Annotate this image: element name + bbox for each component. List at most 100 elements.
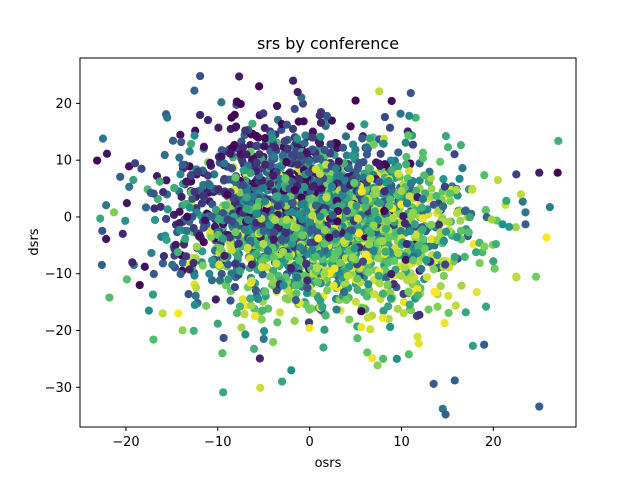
data-point (241, 330, 250, 339)
data-point (491, 239, 500, 249)
data-point (376, 149, 385, 158)
y-axis-label: dsrs (27, 228, 42, 255)
data-point (404, 131, 413, 140)
data-point (405, 111, 414, 120)
data-point (405, 300, 414, 309)
data-point (401, 138, 410, 147)
data-point (411, 113, 420, 122)
data-point (303, 283, 312, 293)
data-point (349, 152, 358, 161)
data-point (278, 151, 287, 160)
data-point (460, 252, 469, 261)
data-point (342, 151, 351, 160)
data-point (327, 182, 337, 191)
data-point (281, 174, 290, 183)
data-point (236, 99, 245, 109)
data-point (371, 189, 381, 198)
data-point (277, 377, 287, 386)
data-point (188, 194, 197, 203)
data-point (240, 225, 250, 234)
data-point (345, 315, 354, 324)
data-point (246, 301, 256, 310)
data-point (287, 264, 296, 273)
data-point (155, 177, 164, 186)
data-point (190, 131, 199, 140)
data-point (348, 253, 357, 262)
data-point (402, 199, 412, 208)
data-point (369, 221, 378, 230)
data-point (238, 295, 247, 304)
data-points (93, 71, 563, 419)
data-point (480, 340, 489, 349)
data-point (313, 278, 323, 287)
data-point (227, 113, 236, 122)
data-point (287, 366, 296, 375)
data-point (118, 229, 127, 238)
data-point (512, 170, 521, 179)
data-point (220, 159, 229, 168)
data-point (256, 383, 265, 392)
data-point (168, 136, 178, 145)
data-point (444, 308, 453, 318)
data-point (380, 112, 389, 122)
data-point (322, 193, 331, 202)
data-point (311, 201, 321, 210)
data-point (251, 286, 261, 295)
data-point (203, 116, 213, 125)
data-point (259, 334, 268, 344)
data-point (302, 148, 311, 157)
y-axis-ticks: −30 −20 −10 0 10 20 (45, 97, 80, 396)
data-point (301, 259, 311, 268)
data-point (438, 202, 448, 211)
data-point (178, 258, 187, 267)
data-point (316, 132, 325, 141)
data-point (441, 410, 450, 419)
data-point (334, 157, 343, 166)
x-axis-label: osrs (315, 456, 342, 471)
y-tick-label: 0 (64, 210, 72, 225)
data-point (343, 271, 352, 281)
data-point (432, 191, 441, 201)
data-point (122, 275, 131, 284)
data-point (405, 227, 414, 236)
data-point (216, 244, 225, 253)
data-point (185, 265, 194, 274)
data-point (238, 157, 247, 166)
plot-frame (79, 57, 577, 428)
chart-title: srs by conference (257, 34, 399, 53)
data-point (290, 316, 299, 325)
data-point (261, 287, 270, 296)
data-point (420, 244, 429, 253)
data-point (190, 300, 199, 310)
data-point (446, 189, 455, 198)
data-point (140, 262, 149, 271)
data-point (439, 175, 448, 184)
data-point (242, 193, 251, 202)
data-point (397, 186, 406, 196)
data-point (418, 195, 428, 204)
data-point (553, 168, 562, 177)
data-point (316, 118, 326, 127)
data-point (444, 217, 454, 227)
data-point (249, 192, 258, 201)
data-point (379, 306, 388, 316)
data-point (225, 149, 235, 158)
data-point (214, 185, 223, 194)
data-point (468, 341, 477, 350)
data-point (220, 251, 229, 260)
data-point (311, 165, 320, 174)
data-point (291, 296, 300, 305)
data-point (375, 279, 384, 288)
data-point (146, 188, 155, 197)
data-point (321, 311, 330, 320)
data-point (217, 269, 226, 279)
data-point (308, 133, 317, 142)
data-point (480, 171, 489, 180)
data-point (269, 235, 278, 244)
data-point (404, 350, 413, 359)
data-point (308, 211, 317, 220)
data-point (190, 86, 199, 95)
data-point (399, 212, 408, 221)
data-point (197, 199, 206, 208)
data-point (270, 143, 279, 152)
